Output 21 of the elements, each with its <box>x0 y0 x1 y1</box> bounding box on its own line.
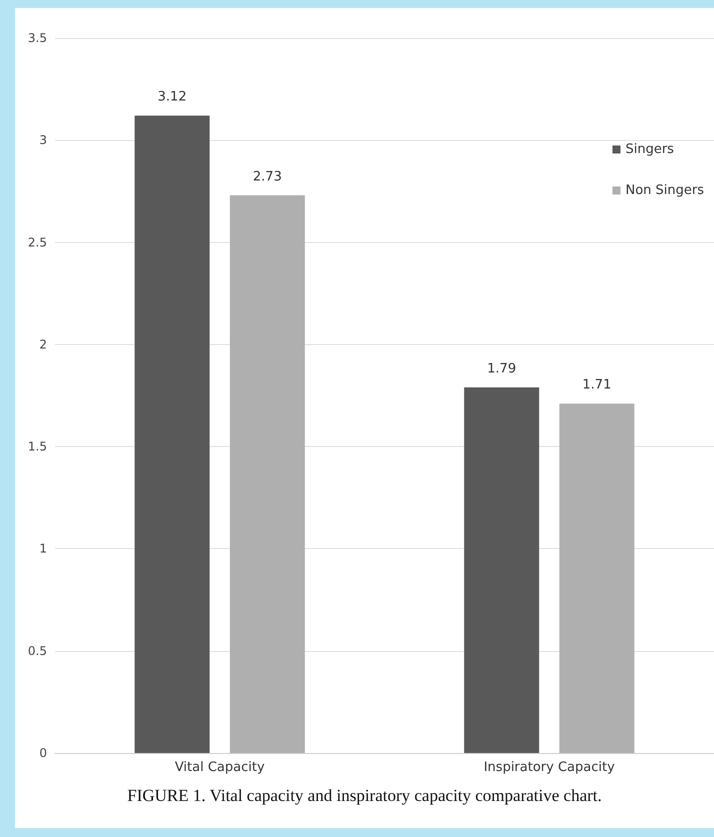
data-label: 3.12 <box>158 90 187 105</box>
data-label: 1.71 <box>582 378 612 393</box>
y-tick-label: 2 <box>39 337 47 352</box>
y-tick-label: 3.5 <box>28 31 47 45</box>
bar <box>230 195 305 753</box>
bar <box>134 116 210 753</box>
bar <box>559 404 634 753</box>
y-tick-label: 2.5 <box>28 235 47 250</box>
y-tick-label: 0.5 <box>28 644 47 658</box>
y-tick-label: 0 <box>39 746 47 760</box>
y-tick-label: 1.5 <box>28 440 47 454</box>
y-tick-label: 1 <box>39 542 47 556</box>
caption: FIGURE 1. Vital capacity and inspiratory capacity comparative chart. <box>126 786 603 806</box>
y-tick-label: 3 <box>39 133 47 148</box>
legend-label: Non Singers <box>625 183 704 198</box>
x-tick-label: Vital Capacity <box>174 760 265 775</box>
legend-label: Singers <box>625 142 674 157</box>
data-label: 2.73 <box>252 169 282 184</box>
x-tick-label: Inspiratory Capacity <box>484 760 616 775</box>
bar <box>464 387 540 753</box>
data-label: 1.79 <box>487 361 516 376</box>
